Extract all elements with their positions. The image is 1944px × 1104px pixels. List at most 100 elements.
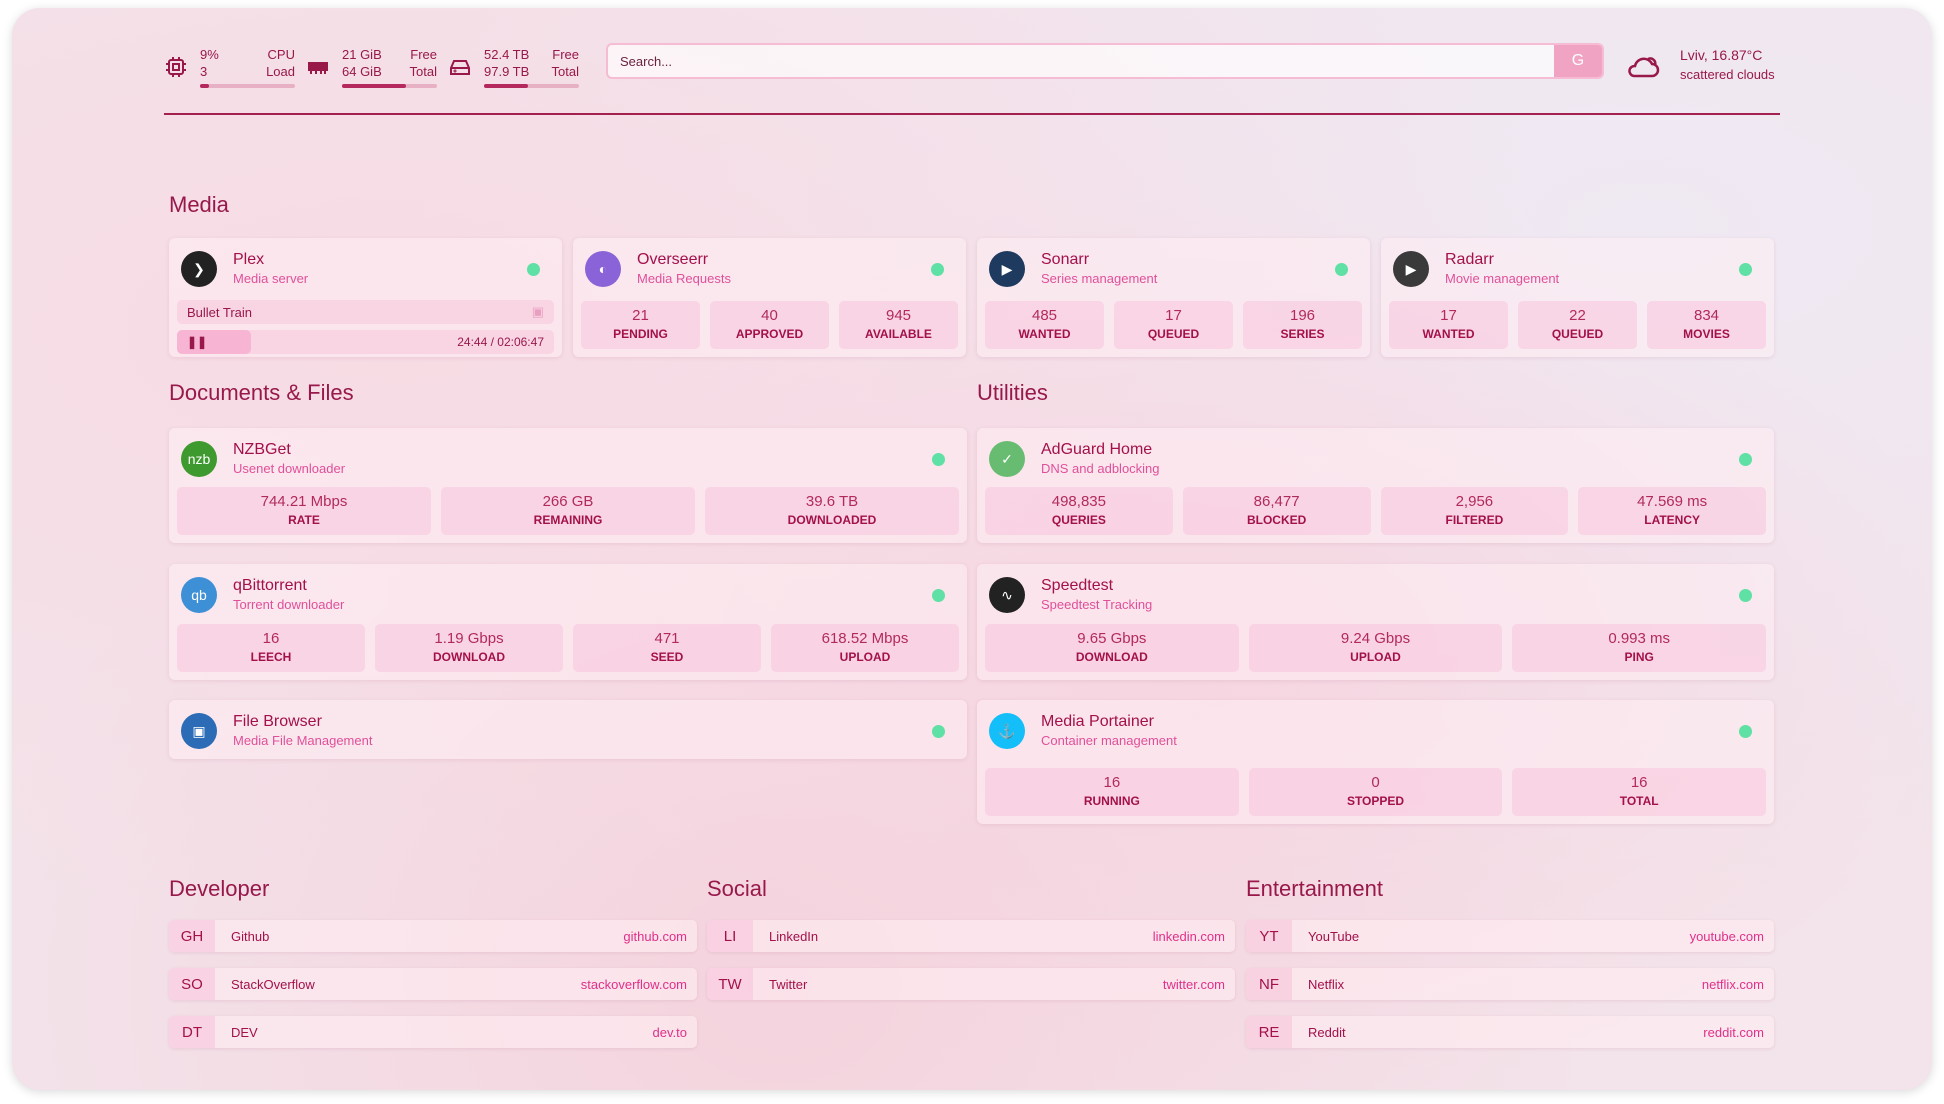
- disk-label: Free: [552, 47, 579, 62]
- service-card-overseerr[interactable]: ◐ Overseerr Media Requests 21 PENDING 40 APP…: [573, 238, 966, 357]
- stat-value: 40: [761, 307, 778, 324]
- bookmark-youtube[interactable]: YT YouTube youtube.com: [1246, 920, 1774, 952]
- service-card-adguard-home[interactable]: ✓ AdGuard Home DNS and adblocking 498,835…: [977, 428, 1774, 543]
- section-title-entertainment: Entertainment: [1246, 876, 1383, 901]
- service-stats: 9.65 Gbps DOWNLOAD 9.24 Gbps UPLOAD 0.993 ms…: [985, 624, 1767, 672]
- now-playing-title: Bullet Train: [187, 304, 253, 320]
- service-card-plex[interactable]: ❯ Plex Media server Bullet Train ▣ ❚❚ 24:44…: [169, 238, 562, 357]
- search-input[interactable]: [608, 45, 1554, 77]
- bookmark-abbr: TW: [707, 968, 753, 1000]
- stat-value: 618.52 Mbps: [821, 630, 909, 647]
- service-name: Media Portainer: [1041, 713, 1154, 730]
- stat-value: 498,835: [1051, 493, 1106, 510]
- stat-block-wanted: 17 WANTED: [1389, 301, 1508, 349]
- speedtest-icon: ∿: [989, 577, 1025, 613]
- bookmark-url: youtube.com: [1689, 928, 1764, 944]
- memory-widget: 21 GiB 64 GiB Free Total: [306, 46, 437, 88]
- stat-block-download: 9.65 Gbps DOWNLOAD: [985, 624, 1239, 672]
- service-stats: 17 WANTED 22 QUEUED 834 MOVIES: [1389, 301, 1766, 349]
- status-indicator: [932, 589, 945, 602]
- stat-label: DOWNLOADED: [787, 513, 877, 527]
- disk-total: 97.9 TB: [484, 64, 530, 79]
- stat-value: 744.21 Mbps: [260, 493, 348, 510]
- stat-value: 21: [632, 307, 649, 324]
- service-stats: 485 WANTED 17 QUEUED 196 SERIES: [985, 301, 1362, 349]
- service-description: Media File Management: [233, 733, 373, 748]
- stat-block-queued: 22 QUEUED: [1518, 301, 1637, 349]
- service-name: NZBGet: [233, 441, 291, 458]
- media-portainer-icon: ⚓: [989, 713, 1025, 749]
- bookmarks-social: LI LinkedIn linkedin.com TW Twitter twitter.c…: [707, 920, 1235, 1016]
- bookmark-name: Github: [231, 928, 270, 944]
- now-playing-title-row[interactable]: Bullet Train ▣: [177, 300, 554, 324]
- service-name: File Browser: [233, 713, 322, 730]
- stat-label: APPROVED: [735, 327, 804, 341]
- bookmark-dev[interactable]: DT DEV dev.to: [169, 1016, 697, 1048]
- disk-bar: [484, 84, 579, 88]
- section-title-social: Social: [707, 876, 767, 901]
- stat-label: UPLOAD: [1350, 650, 1401, 664]
- bookmark-netflix[interactable]: NF Netflix netflix.com: [1246, 968, 1774, 1000]
- bookmark-url: twitter.com: [1162, 976, 1225, 992]
- service-description: Movie management: [1445, 271, 1560, 286]
- stat-value: 9.65 Gbps: [1077, 630, 1147, 647]
- nzbget-icon: nzb: [181, 441, 217, 477]
- playback-progress: ❚❚ 24:44 / 02:06:47: [177, 330, 554, 354]
- bookmark-name: Netflix: [1308, 976, 1345, 992]
- bookmark-reddit[interactable]: RE Reddit reddit.com: [1246, 1016, 1774, 1048]
- service-card-speedtest[interactable]: ∿ Speedtest Speedtest Tracking 9.65 Gbps D…: [977, 564, 1774, 680]
- service-card-media-portainer[interactable]: ⚓ Media Portainer Container management 16…: [977, 700, 1774, 824]
- cloud-icon: [1628, 57, 1660, 78]
- stat-block-available: 945 AVAILABLE: [839, 301, 958, 349]
- stat-label: BLOCKED: [1246, 513, 1307, 527]
- cpu-icon: [166, 57, 186, 77]
- service-card-radarr[interactable]: ▶ Radarr Movie management 17 WANTED 22 QUEUE…: [1381, 238, 1774, 357]
- service-stats: 21 PENDING 40 APPROVED 945 AVAILABLE: [581, 301, 958, 349]
- stat-label: UPLOAD: [839, 650, 891, 664]
- service-stats: 16 RUNNING 0 STOPPED 16 TOTAL: [985, 768, 1767, 816]
- service-card-file-browser[interactable]: ▣ File Browser Media File Management: [169, 700, 967, 759]
- stat-value: 0: [1371, 774, 1380, 791]
- bookmark-url: reddit.com: [1703, 1024, 1764, 1040]
- stat-block-downloaded: 39.6 TB DOWNLOADED: [705, 487, 959, 535]
- stat-block-series: 196 SERIES: [1243, 301, 1362, 349]
- stat-label: WANTED: [1018, 327, 1071, 341]
- bookmark-twitter[interactable]: TW Twitter twitter.com: [707, 968, 1235, 1000]
- bookmark-linkedin[interactable]: LI LinkedIn linkedin.com: [707, 920, 1235, 952]
- bookmark-name: Twitter: [769, 976, 808, 992]
- memory-free: 21 GiB: [342, 47, 382, 62]
- bookmark-abbr: NF: [1246, 968, 1292, 1000]
- service-name: AdGuard Home: [1041, 441, 1153, 458]
- status-indicator: [931, 263, 944, 276]
- stat-value: 17: [1165, 307, 1182, 324]
- stat-label: PENDING: [613, 327, 668, 341]
- stat-label: WANTED: [1422, 327, 1475, 341]
- bookmark-stackoverflow[interactable]: SO StackOverflow stackoverflow.com: [169, 968, 697, 1000]
- dashboard-window: 9% 3 CPU Load 21 GiB 64 GiB Free Total 52.4 TB…: [12, 8, 1932, 1090]
- section-title-utilities: Utilities: [977, 380, 1048, 405]
- stat-value: 471: [654, 630, 680, 647]
- bookmark-url: stackoverflow.com: [580, 976, 687, 992]
- service-card-nzbget[interactable]: nzb NZBGet Usenet downloader 744.21 Mbps R…: [169, 428, 967, 543]
- search-provider-button[interactable]: G: [1554, 45, 1602, 77]
- stat-value: 266 GB: [542, 493, 594, 510]
- bookmark-name: Reddit: [1308, 1024, 1346, 1040]
- weather-widget[interactable]: Lviv, 16.87°C scattered clouds: [1626, 46, 1775, 84]
- pause-icon[interactable]: ❚❚: [187, 335, 208, 349]
- file-browser-icon: ▣: [181, 713, 217, 749]
- disk-label2: Total: [551, 64, 579, 79]
- bookmarks-developer: GH Github github.com SO StackOverflow stackov…: [169, 920, 697, 1064]
- stat-value: 47.569 ms: [1637, 493, 1708, 510]
- bookmark-url: netflix.com: [1701, 976, 1764, 992]
- section-title-developer: Developer: [169, 876, 270, 901]
- bookmark-github[interactable]: GH Github github.com: [169, 920, 697, 952]
- stat-label: RUNNING: [1083, 794, 1140, 808]
- stat-label: MOVIES: [1683, 327, 1730, 341]
- stat-block-upload: 9.24 Gbps UPLOAD: [1248, 624, 1503, 672]
- stat-block-wanted: 485 WANTED: [985, 301, 1104, 349]
- stat-label: STOPPED: [1346, 794, 1405, 808]
- service-card-qbittorrent[interactable]: qb qBittorrent Torrent downloader 16 LEECH…: [169, 564, 967, 680]
- service-card-sonarr[interactable]: ▶ Sonarr Series management 485 WANTED 17 QUE…: [977, 238, 1370, 357]
- disk-free: 52.4 TB: [484, 47, 530, 62]
- stat-block-filtered: 2,956 FILTERED: [1380, 487, 1569, 535]
